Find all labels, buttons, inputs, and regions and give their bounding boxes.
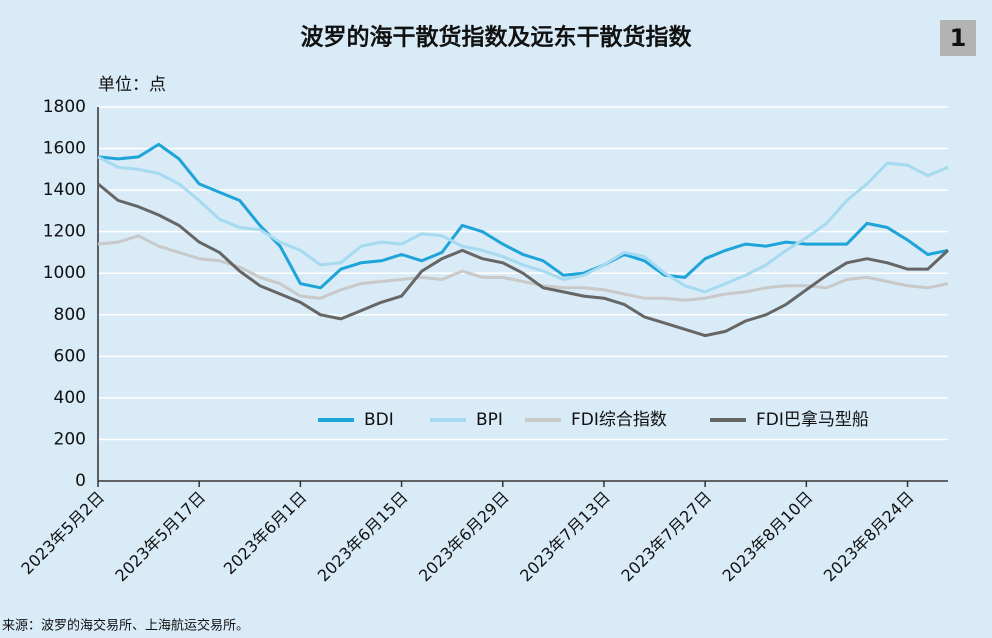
- unit-label: 单位：点: [98, 75, 166, 95]
- badge: 1: [950, 24, 967, 52]
- y-tick-label: 600: [54, 346, 86, 366]
- legend-label: FDI巴拿马型船: [756, 409, 869, 430]
- legend-label: BPI: [476, 410, 503, 430]
- x-tick-label: 2023年6月15日: [314, 488, 412, 586]
- y-tick-label: 200: [54, 429, 86, 449]
- legend-label: BDI: [364, 410, 394, 430]
- legend-label: FDI综合指数: [571, 410, 667, 430]
- chart-title: 波罗的海干散货指数及远东干散货指数: [301, 24, 693, 51]
- x-tick-label: 2023年8月24日: [820, 488, 918, 586]
- x-tick-label: 2023年7月13日: [516, 488, 614, 586]
- series-line: [97, 182, 950, 338]
- x-tick-label: 2023年8月10日: [719, 488, 817, 586]
- y-tick-label: 1800: [43, 97, 86, 117]
- y-tick-label: 1200: [43, 222, 86, 242]
- x-tick-label: 2023年6月29日: [415, 488, 513, 586]
- x-tick-label: 2023年5月17日: [111, 488, 209, 586]
- series-line: [97, 234, 949, 302]
- badge-box: [940, 20, 976, 56]
- series-line: [97, 155, 949, 294]
- y-tick-label: 1400: [43, 180, 86, 200]
- y-tick-label: 400: [54, 388, 86, 408]
- x-tick-label: 2023年6月1日: [220, 488, 311, 579]
- y-tick-label: 800: [54, 305, 86, 325]
- y-tick-label: 1600: [43, 139, 86, 159]
- x-tick-label: 2023年5月2日: [17, 488, 108, 579]
- x-tick-label: 2023年7月27日: [617, 488, 715, 586]
- y-tick-label: 1000: [43, 263, 86, 283]
- source: 来源：波罗的海交易所、上海航运交易所。: [2, 618, 249, 634]
- y-tick-label: 0: [75, 471, 86, 491]
- series-line: [97, 142, 949, 290]
